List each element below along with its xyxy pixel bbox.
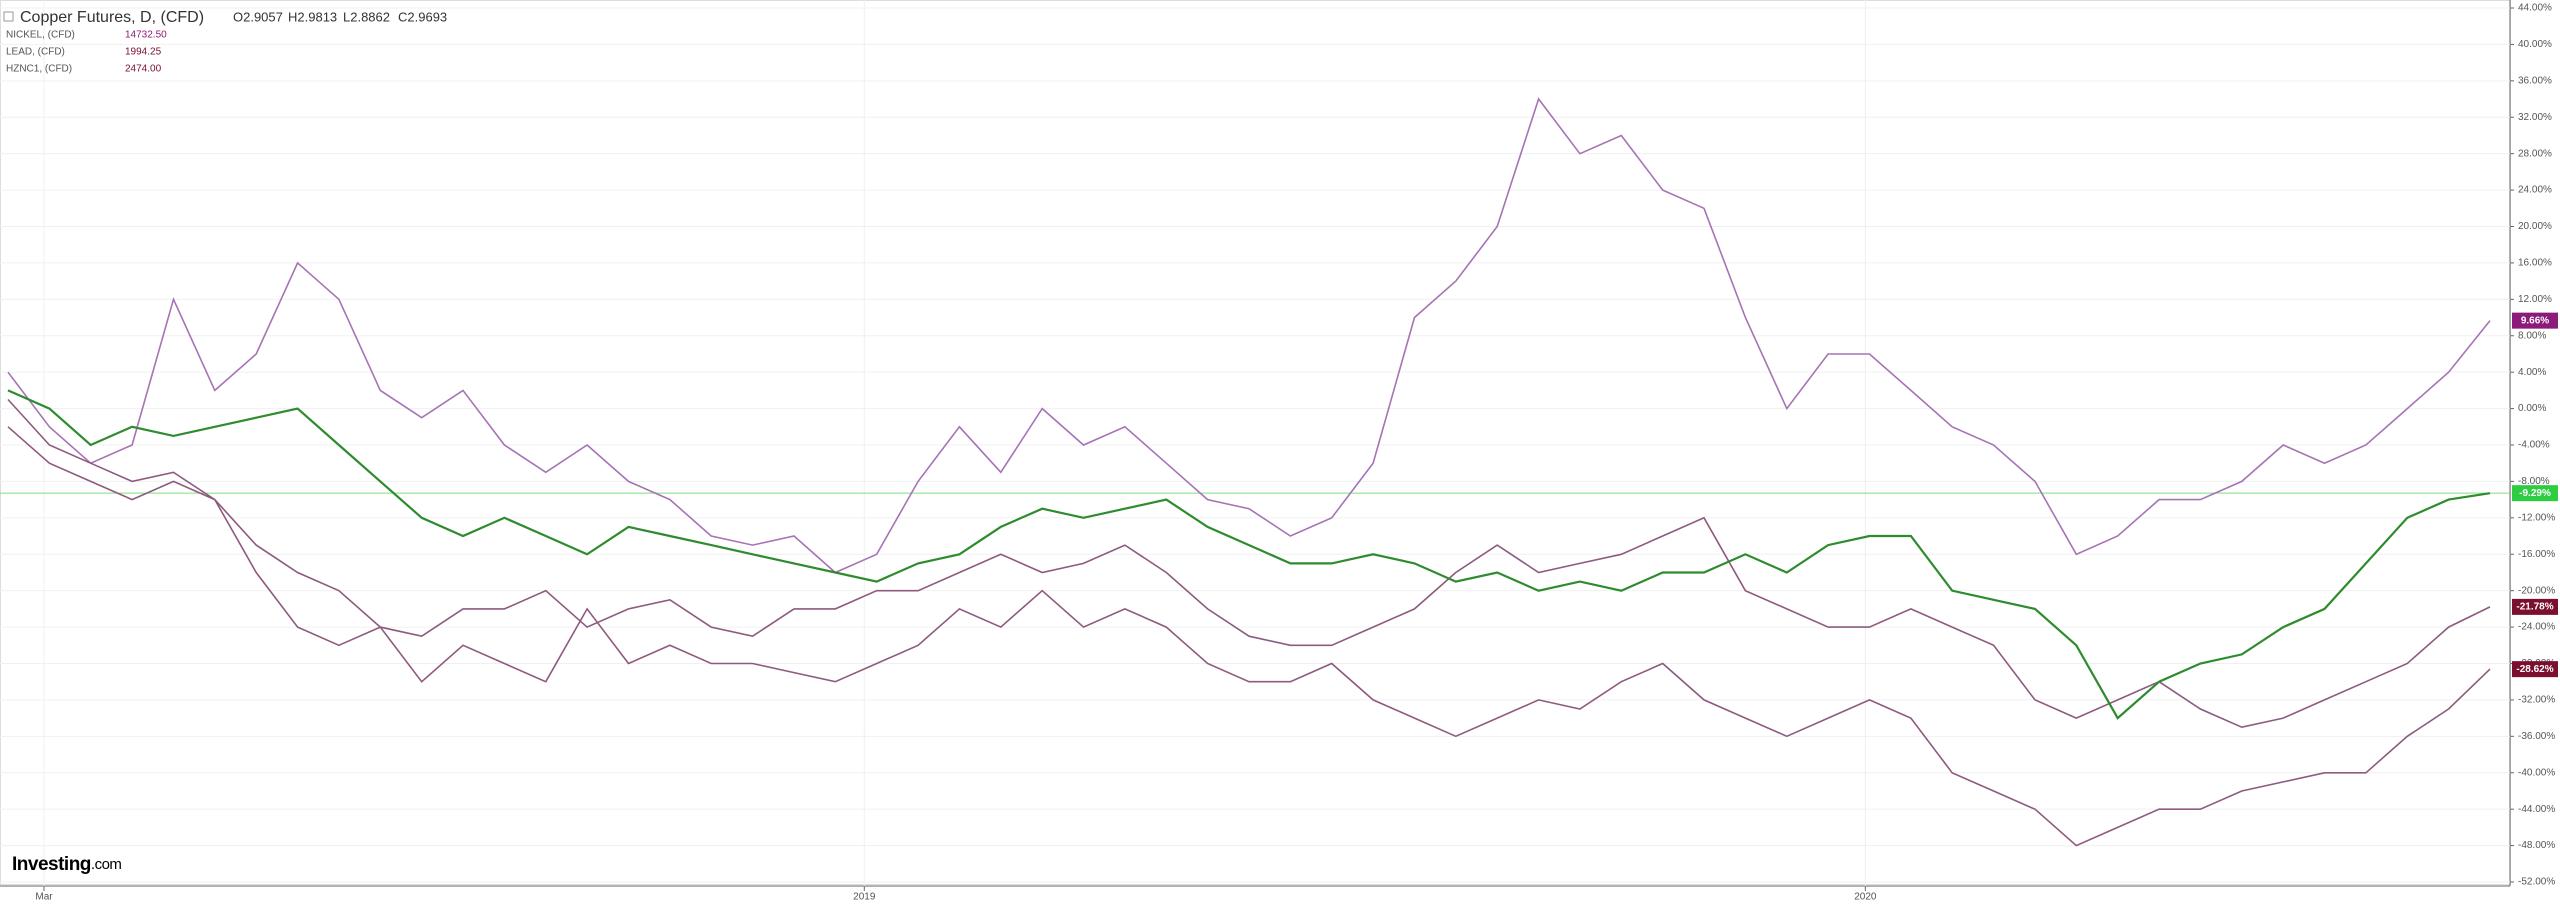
y-tick-label: -24.00%	[2518, 622, 2555, 633]
x-tick-label: Mar	[35, 892, 53, 903]
y-tick-label: -48.00%	[2518, 840, 2555, 851]
last-value-badge	[2512, 312, 2558, 329]
legend-price: 14732.50	[125, 30, 167, 41]
last-value-label: -21.78%	[2516, 602, 2553, 613]
y-tick-label: -16.00%	[2518, 549, 2555, 560]
legend-price: 1994.25	[125, 47, 162, 58]
collapse-icon[interactable]	[3, 11, 14, 22]
last-value-badge	[2512, 485, 2558, 502]
last-value-label: 9.66%	[2521, 315, 2549, 326]
y-tick-label: 0.00%	[2518, 403, 2546, 414]
ohlc-value: H2.9813	[288, 9, 337, 24]
y-tick-label: 40.00%	[2518, 39, 2552, 50]
brand: Investing	[12, 854, 91, 875]
last-value-badge	[2512, 598, 2558, 615]
y-tick-label: -44.00%	[2518, 804, 2555, 815]
y-tick-label: -36.00%	[2518, 731, 2555, 742]
legend-name: HZNC1, (CFD)	[6, 64, 72, 75]
series-line	[7, 389, 2491, 720]
legend-name: LEAD, (CFD)	[6, 47, 65, 58]
brand-logo: Investing.com	[12, 854, 121, 875]
y-tick-label: 4.00%	[2518, 367, 2546, 378]
last-value-badge	[2512, 661, 2558, 678]
last-value-label: -9.29%	[2519, 488, 2551, 499]
y-tick-label: 8.00%	[2518, 330, 2546, 341]
series-line	[7, 426, 2491, 847]
y-tick-label: -32.00%	[2518, 695, 2555, 706]
y-tick-label: -8.00%	[2518, 476, 2550, 487]
legend: Copper Futures, D, (CFD) O2.9057 H2.9813…	[3, 9, 447, 75]
y-tick-label: -52.00%	[2518, 877, 2555, 888]
ohlc-value: L2.8862	[343, 9, 390, 24]
legend-name: NICKEL, (CFD)	[6, 30, 75, 41]
x-tick-label: 2020	[1854, 892, 1877, 903]
ohlc-value: C2.9693	[398, 9, 447, 24]
y-tick-label: 16.00%	[2518, 258, 2552, 269]
x-tick-label: 2019	[853, 892, 876, 903]
y-tick-label: -12.00%	[2518, 512, 2555, 523]
ohlc-value: O2.9057	[233, 9, 283, 24]
y-tick-label: 44.00%	[2518, 3, 2552, 14]
y-tick-label: 28.00%	[2518, 148, 2552, 159]
plot-area	[0, 0, 2510, 886]
y-tick-label: -40.00%	[2518, 767, 2555, 778]
y-tick-label: 20.00%	[2518, 221, 2552, 232]
plot-frame	[0, 0, 2511, 885]
y-tick-label: 12.00%	[2518, 294, 2552, 305]
y-tick-label: -20.00%	[2518, 585, 2555, 596]
brand-suffix: .com	[91, 856, 122, 873]
y-tick-label: -4.00%	[2518, 440, 2550, 451]
last-value-label: -28.62%	[2516, 664, 2553, 675]
series-line	[7, 97, 2491, 574]
y-tick-label: 36.00%	[2518, 75, 2552, 86]
legend-price: 2474.00	[125, 64, 162, 75]
chart-title: Copper Futures, D, (CFD)	[20, 9, 204, 26]
series-line	[7, 398, 2491, 729]
y-tick-label: 32.00%	[2518, 112, 2552, 123]
y-tick-label: 24.00%	[2518, 185, 2552, 196]
